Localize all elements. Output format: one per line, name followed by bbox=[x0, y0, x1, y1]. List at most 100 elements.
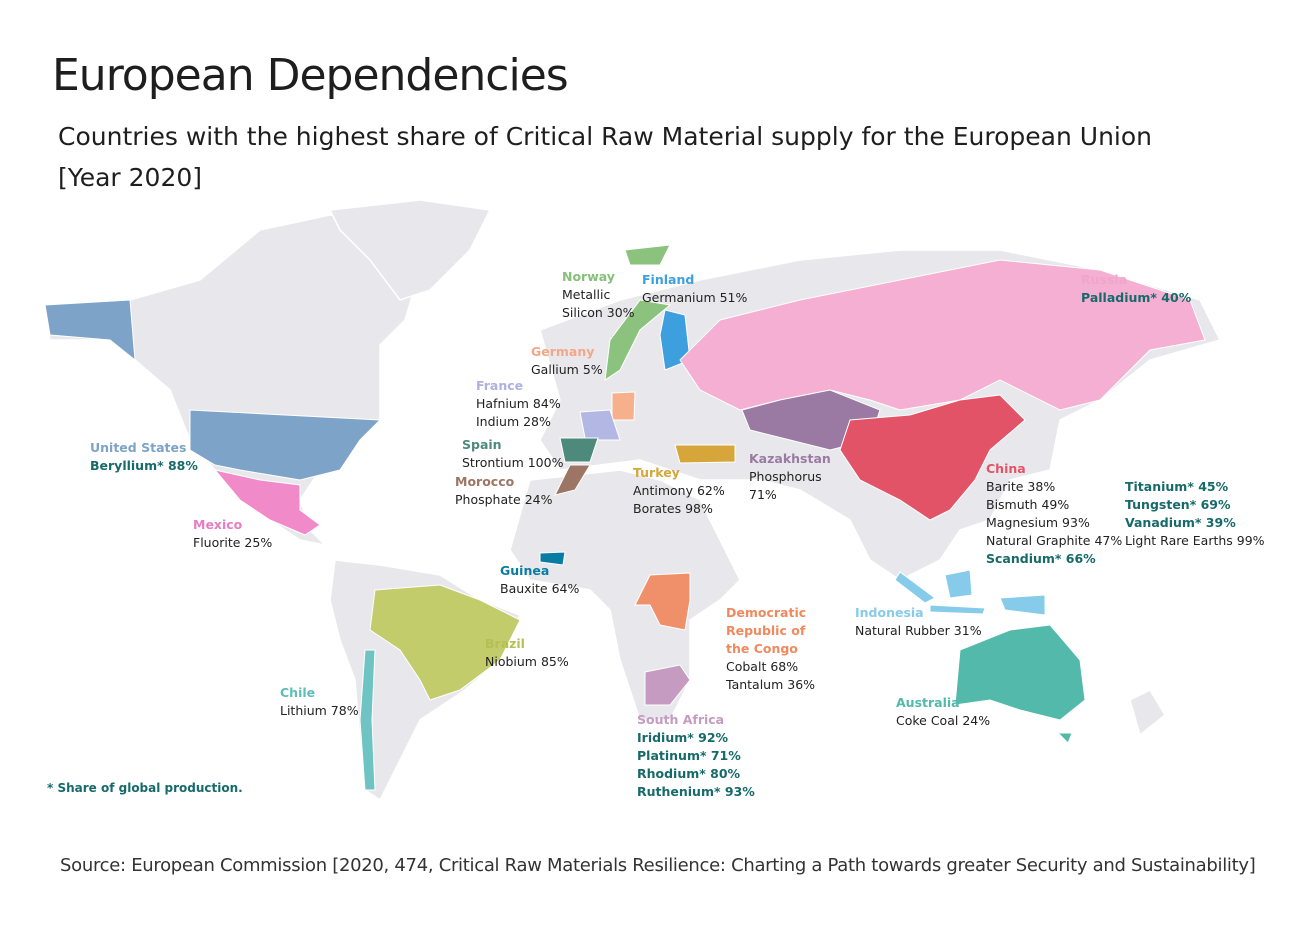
country-label: Finland Germanium 51% bbox=[642, 271, 747, 307]
country-label: Australia Coke Coal 24% bbox=[896, 694, 990, 730]
country-label: Indonesia Natural Rubber 31% bbox=[855, 604, 982, 640]
united-states bbox=[189, 409, 382, 481]
country-name: Germany bbox=[531, 344, 595, 359]
material: Fluorite 25% bbox=[193, 535, 273, 550]
material: Beryllium* 88% bbox=[90, 458, 198, 473]
sumatra bbox=[894, 571, 936, 604]
country-name: Democratic Republic of the Congo bbox=[726, 605, 807, 656]
material: Rhodium* 80% bbox=[637, 766, 741, 781]
material: Metallic Silicon 30% bbox=[562, 287, 635, 320]
material: Natural Rubber 31% bbox=[855, 623, 982, 638]
country-name: Mexico bbox=[193, 517, 243, 532]
material: Germanium 51% bbox=[642, 290, 748, 305]
material: Gallium 5% bbox=[531, 362, 603, 377]
australia bbox=[954, 624, 1086, 721]
mexico bbox=[213, 469, 321, 536]
country-label: Brazil Niobium 85% bbox=[485, 635, 569, 671]
morocco bbox=[554, 464, 591, 496]
material: Hafnium 84% bbox=[476, 396, 561, 411]
country-label: United States Beryllium* 88% bbox=[90, 439, 198, 475]
country-name: Chile bbox=[280, 685, 316, 700]
country-label: South Africa Iridium* 92% Platinum* 71% Rho… bbox=[637, 711, 755, 801]
material: Palladium* 40% bbox=[1081, 290, 1192, 305]
subtitle: Countries with the highest share of Crit… bbox=[58, 122, 1153, 151]
material: Borates 98% bbox=[633, 501, 713, 516]
material: Cobalt 68% bbox=[726, 659, 799, 674]
title: European Dependencies bbox=[52, 50, 569, 101]
source: Source: European Commission [2020, 474, … bbox=[60, 855, 1256, 876]
guinea bbox=[539, 551, 566, 566]
country-name: United States bbox=[90, 440, 187, 455]
turkey bbox=[674, 444, 736, 464]
material: Niobium 85% bbox=[485, 654, 569, 669]
material: Light Rare Earths 99% bbox=[1125, 533, 1265, 548]
dr-congo bbox=[634, 572, 691, 631]
material: Strontium 100% bbox=[462, 455, 564, 470]
material: Phosphate 24% bbox=[455, 492, 553, 507]
country-label: Democratic Republic of the Congo Cobalt 6… bbox=[726, 604, 816, 694]
country-name: South Africa bbox=[637, 712, 725, 727]
country-label: Spain Strontium 100% bbox=[462, 436, 563, 472]
material: Vanadium* 39% bbox=[1125, 515, 1236, 530]
country-label: Kazakhstan Phosphorus 71% bbox=[749, 450, 834, 504]
brazil bbox=[369, 584, 521, 701]
material: Coke Coal 24% bbox=[896, 713, 991, 728]
material: Tantalum 36% bbox=[726, 677, 816, 692]
material: Natural Graphite 47% bbox=[986, 533, 1123, 548]
country-label: Germany Gallium 5% bbox=[531, 343, 603, 379]
spain bbox=[559, 437, 599, 463]
footnote: * Share of global production. bbox=[47, 781, 243, 795]
material: Bauxite 64% bbox=[500, 581, 580, 596]
country-name: Indonesia bbox=[855, 605, 924, 620]
country-name: Brazil bbox=[485, 636, 525, 651]
java bbox=[929, 604, 986, 615]
material: Scandium* 66% bbox=[986, 551, 1096, 566]
chile bbox=[359, 649, 376, 791]
country-name: China bbox=[986, 461, 1026, 476]
material: Barite 38% bbox=[986, 479, 1056, 494]
country-name: Kazakhstan bbox=[749, 451, 831, 466]
svalbard bbox=[624, 244, 671, 266]
country-name: Norway bbox=[562, 269, 615, 284]
material: Lithium 78% bbox=[280, 703, 359, 718]
country-name: Morocco bbox=[455, 474, 515, 489]
country-label: Russia Palladium* 40% bbox=[1081, 271, 1191, 307]
country-name: Spain bbox=[462, 437, 502, 452]
tasmania bbox=[1056, 732, 1073, 744]
china bbox=[839, 394, 1026, 521]
south-africa bbox=[644, 664, 691, 706]
material: Iridium* 92% bbox=[637, 730, 729, 745]
germany bbox=[611, 391, 636, 421]
country-name: Turkey bbox=[633, 465, 680, 480]
material: Antimony 62% bbox=[633, 483, 725, 498]
country-label: Mexico Fluorite 25% bbox=[193, 516, 272, 552]
finland bbox=[659, 309, 691, 371]
country-label: Turkey Antimony 62% Borates 98% bbox=[633, 464, 725, 518]
country-label: Morocco Phosphate 24% bbox=[455, 473, 553, 509]
papua bbox=[999, 594, 1046, 616]
country-label: France Hafnium 84% Indium 28% bbox=[476, 377, 561, 431]
country-name: Guinea bbox=[500, 563, 550, 578]
alaska bbox=[44, 299, 136, 362]
highlighted-countries bbox=[44, 244, 1206, 791]
material: Phosphorus 71% bbox=[749, 469, 822, 502]
country-name: France bbox=[476, 378, 524, 393]
subtitle: [Year 2020] bbox=[58, 163, 203, 192]
material: Magnesium 93% bbox=[986, 515, 1090, 530]
material: Tungsten* 69% bbox=[1125, 497, 1231, 512]
country-label: Chile Lithium 78% bbox=[280, 684, 359, 720]
material: Indium 28% bbox=[476, 414, 551, 429]
norway bbox=[604, 299, 672, 382]
country-label: China Barite 38% Bismuth 49% Magnesium 93% N… bbox=[986, 460, 1122, 568]
material: Titanium* 45% bbox=[1125, 479, 1229, 494]
country-name: Australia bbox=[896, 695, 960, 710]
country-name: Finland bbox=[642, 272, 695, 287]
country-label: Guinea Bauxite 64% bbox=[500, 562, 579, 598]
material: Platinum* 71% bbox=[637, 748, 741, 763]
material: Bismuth 49% bbox=[986, 497, 1070, 512]
material: Ruthenium* 93% bbox=[637, 784, 755, 799]
country-label: Norway Metallic Silicon 30% bbox=[562, 268, 642, 322]
country-name: Russia bbox=[1081, 272, 1128, 287]
